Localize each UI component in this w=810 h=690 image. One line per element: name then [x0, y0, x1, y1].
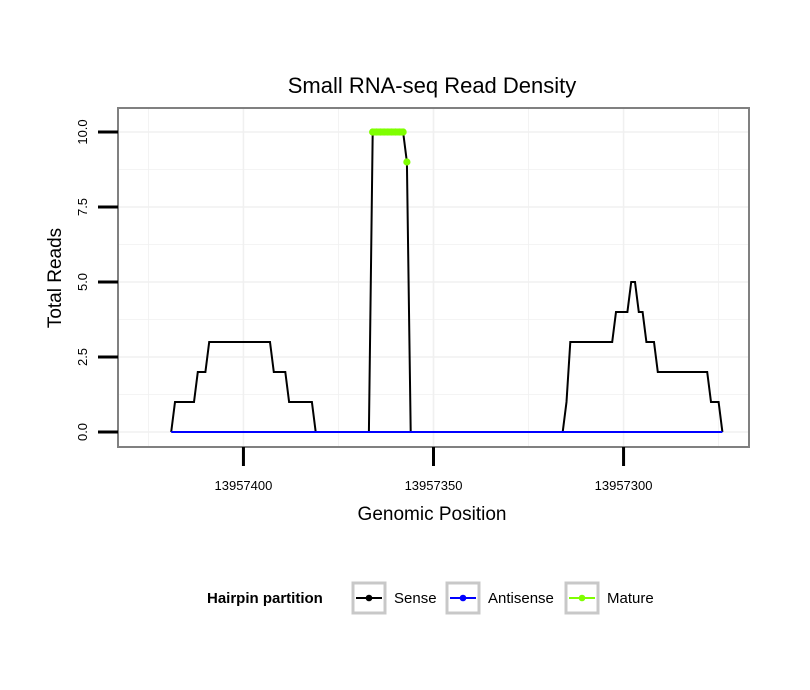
legend-label-antisense: Antisense	[488, 590, 554, 607]
mature-point	[399, 128, 407, 136]
legend-key-point	[459, 594, 467, 602]
x-axis-title: Genomic Position	[358, 504, 507, 525]
chart-title: Small RNA-seq Read Density	[288, 73, 577, 98]
x-tick-label: 13957300	[595, 478, 653, 493]
x-tick-label: 13957350	[405, 478, 463, 493]
y-axis-title: Total Reads	[45, 228, 66, 328]
y-tick-label: 10.0	[75, 119, 90, 144]
series-layer	[170, 128, 724, 433]
legend: Hairpin partition Sense Antisense Mature	[207, 581, 654, 615]
legend-title: Hairpin partition	[207, 590, 323, 607]
x-tick-label: 13957400	[215, 478, 273, 493]
legend-label-mature: Mature	[607, 590, 654, 607]
y-tick-label: 7.5	[75, 198, 90, 216]
legend-label-sense: Sense	[394, 590, 437, 607]
mature-point	[403, 158, 411, 166]
y-axis: 0.0 2.5 5.0 7.5 10.0	[75, 119, 118, 441]
legend-key-point	[365, 594, 373, 602]
y-tick-label: 0.0	[75, 423, 90, 441]
y-tick-label: 5.0	[75, 273, 90, 291]
y-tick-label: 2.5	[75, 348, 90, 366]
legend-key-point	[578, 594, 586, 602]
x-axis: 13957400 13957350 13957300	[215, 447, 653, 493]
